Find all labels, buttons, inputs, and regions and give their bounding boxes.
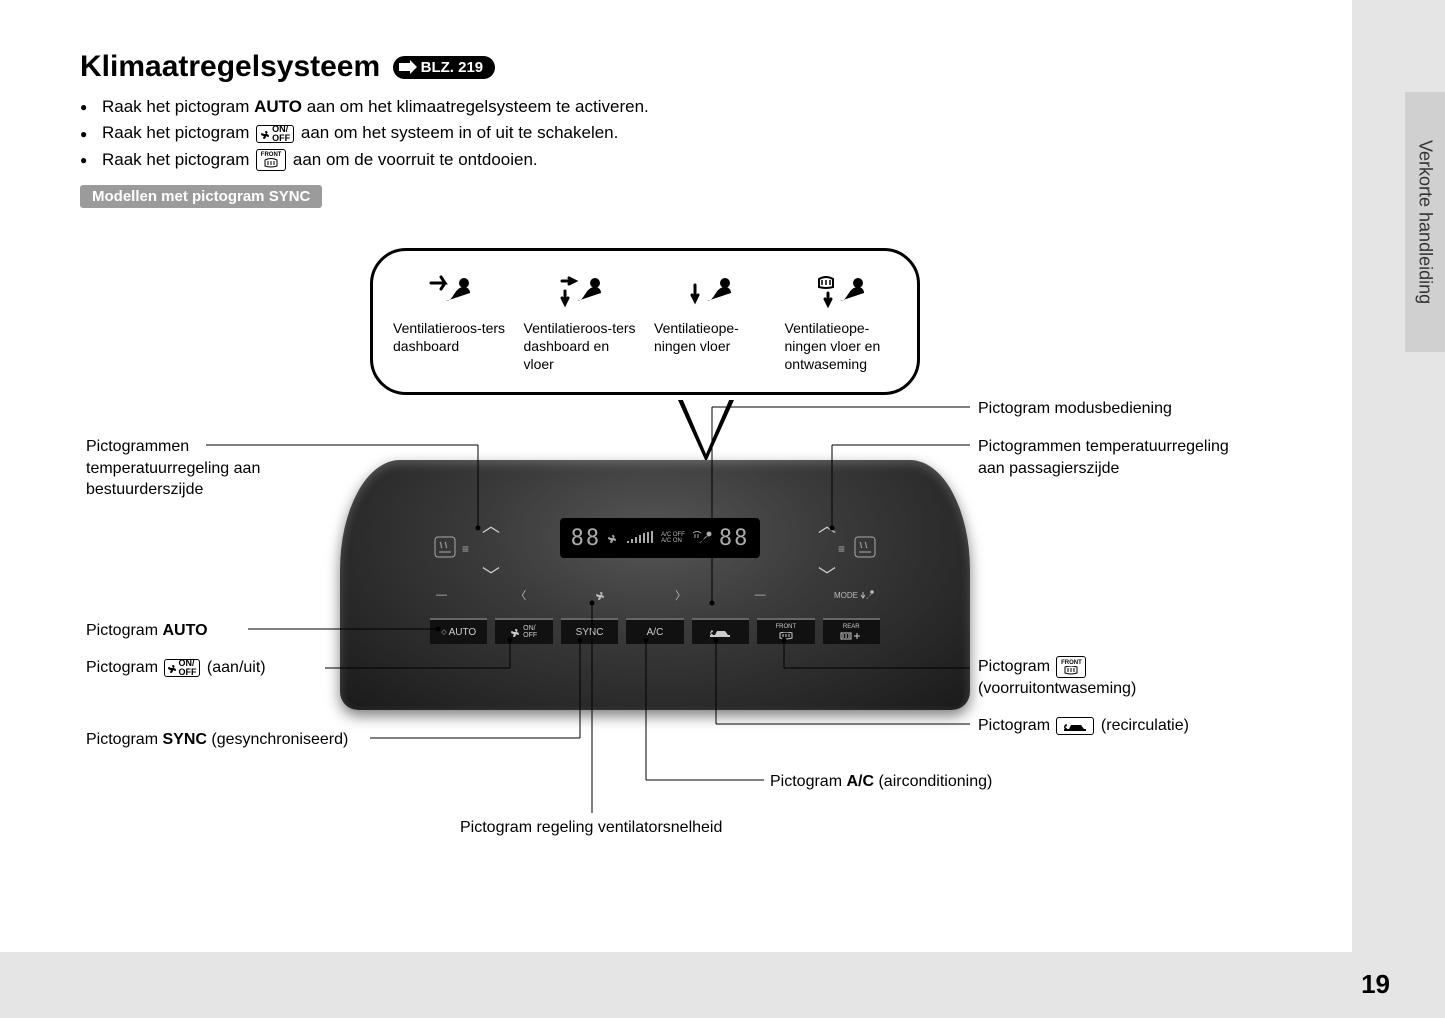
fan-down-icon[interactable]: 〈 — [515, 587, 526, 603]
label-front: Pictogram FRONT (voorruitontwaseming) — [978, 656, 1136, 700]
fan-center-icon — [595, 589, 607, 601]
ac-button[interactable]: A/C — [626, 618, 683, 644]
bullet-defrost: Raak het pictogram FRONT aan om de voorr… — [80, 147, 1272, 173]
onoff-badge-icon: ON/OFF — [164, 659, 200, 677]
seat-heat-right-icon[interactable] — [854, 536, 876, 558]
label-driver-temp: Pictogrammen temperatuurregeling aan bes… — [86, 436, 316, 501]
driver-up-icon[interactable]: ︿ — [482, 512, 500, 538]
section-tab-label: Verkorte handleiding — [1415, 140, 1436, 304]
page-ref-text: BLZ. 219 — [421, 59, 484, 76]
onoff-button[interactable]: ON/OFF — [495, 618, 552, 644]
mode-dash: Ventilatieroos-ters dashboard — [393, 273, 506, 374]
button-row: ◇AUTO ON/OFF SYNC A/C FRONT REAR — [430, 618, 880, 644]
manual-page: Klimaatregelsysteem BLZ. 219 Raak het pi… — [0, 0, 1352, 952]
fan-icon — [607, 532, 619, 544]
pass-up-icon[interactable]: ︿ — [818, 512, 836, 538]
front-badge-icon: FRONT — [1056, 656, 1086, 678]
recirc-button[interactable] — [692, 618, 749, 644]
label-sync: Pictogram SYNC (gesynchroniseerd) — [86, 729, 348, 751]
front-defrost-icon: FRONT — [256, 149, 286, 171]
label-mode-ctrl: Pictogram modusbediening — [978, 398, 1172, 420]
mode-floor-defrost: Ventilatieope-ningen vloer en ontwasemin… — [785, 273, 898, 374]
sync-button[interactable]: SYNC — [561, 618, 618, 644]
label-recirc: Pictogram (recirculatie) — [978, 715, 1189, 737]
callout-tail — [678, 400, 734, 462]
bullet-onoff: Raak het pictogram ON/OFF aan om het sys… — [80, 120, 1272, 146]
center-display: 88 A/C OFF A/C ON 88 — [560, 518, 760, 558]
page-title: Klimaatregelsysteem — [80, 50, 380, 84]
climate-panel: ︿ ﹀ ︿ ﹀ ≡ ≡ 88 A/C OFF A/C ON — [340, 460, 970, 710]
heading-row: Klimaatregelsysteem BLZ. 219 — [80, 50, 1272, 84]
mode-callout: Ventilatieroos-ters dashboard Ventilatie… — [370, 248, 920, 395]
seat-heat-left-icon[interactable] — [434, 536, 456, 558]
driver-down-icon[interactable]: ﹀ — [482, 562, 500, 588]
bars-right-icon: ≡ — [838, 542, 845, 556]
page-number: 19 — [1361, 969, 1390, 1000]
mode-floor: Ventilatieope-ningen vloer — [654, 273, 767, 374]
rear-defrost-button[interactable]: REAR — [823, 618, 880, 644]
auto-button[interactable]: ◇AUTO — [430, 618, 487, 644]
label-pass-temp: Pictogrammen temperatuurregeling aan pas… — [978, 436, 1238, 479]
fan-bars-icon — [625, 531, 655, 545]
section-tab: Verkorte handleiding — [1405, 92, 1445, 352]
instruction-list: Raak het pictogram AUTO aan om het klima… — [80, 94, 1272, 173]
fan-up-icon[interactable]: 〉 — [675, 587, 686, 603]
model-note-bar: Modellen met pictogram SYNC — [80, 185, 322, 208]
bars-left-icon: ≡ — [462, 542, 469, 556]
label-auto: Pictogram AUTO — [86, 620, 208, 642]
label-onoff: Pictogram ON/OFF (aan/uit) — [86, 657, 266, 679]
pass-down-icon[interactable]: ﹀ — [818, 562, 836, 588]
label-fan: Pictogram regeling ventilatorsnelheid — [460, 817, 722, 839]
front-defrost-button[interactable]: FRONT — [757, 618, 814, 644]
label-ac: Pictogram A/C (airconditioning) — [770, 771, 992, 793]
mode-button[interactable]: MODE — [834, 589, 874, 601]
fan-mode-row: — 〈 〉 — MODE — [436, 586, 874, 604]
recirc-icon — [707, 625, 733, 639]
seg-right: 88 — [719, 526, 750, 551]
fan-onoff-icon: ON/OFF — [256, 125, 294, 143]
page-ref-badge: BLZ. 219 — [393, 56, 496, 79]
panel-display: ︿ ﹀ ︿ ﹀ ≡ ≡ 88 A/C OFF A/C ON — [420, 496, 890, 586]
bullet-auto: Raak het pictogram AUTO aan om het klima… — [80, 94, 1272, 120]
recirc-badge-icon — [1056, 717, 1094, 735]
mode-display-icon — [691, 529, 713, 547]
seg-left: 88 — [571, 526, 602, 551]
diagram: Ventilatieroos-ters dashboard Ventilatie… — [80, 248, 1272, 928]
mode-dash-floor: Ventilatieroos-ters dashboard en vloer — [524, 273, 637, 374]
